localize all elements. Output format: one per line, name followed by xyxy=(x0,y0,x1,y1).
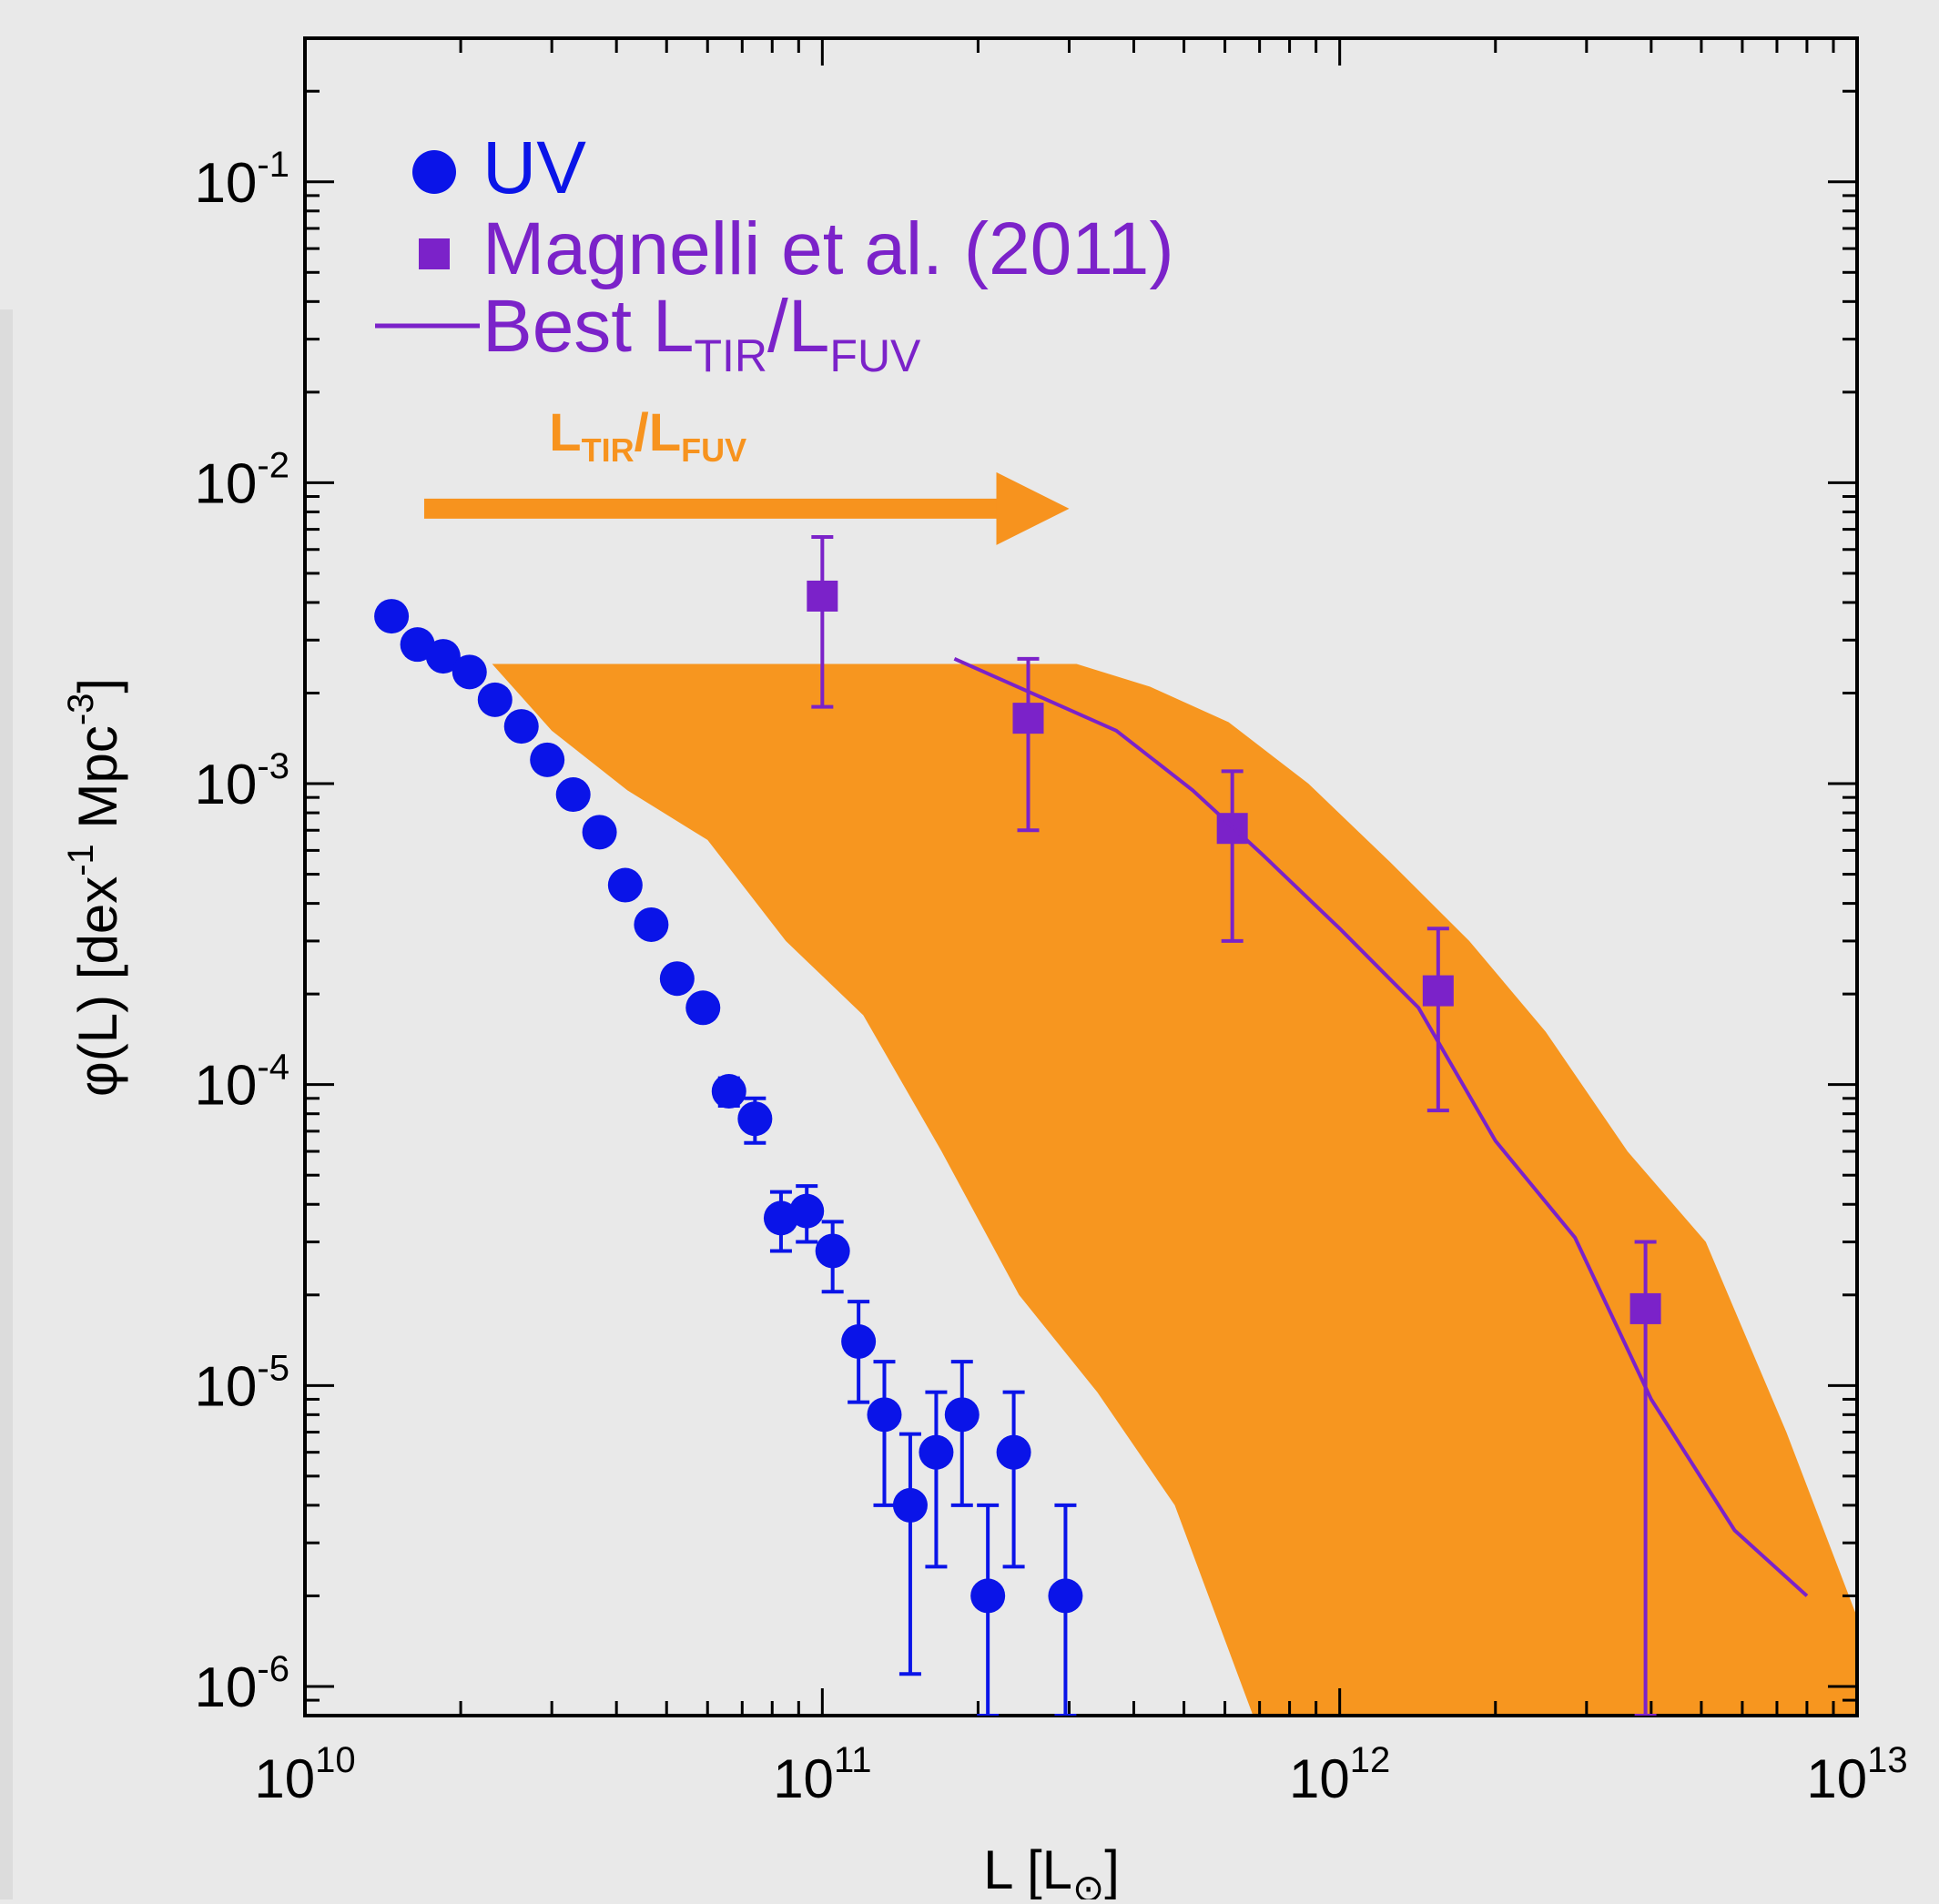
x-tick-label-exp: 11 xyxy=(834,1740,872,1780)
uv-point xyxy=(607,867,643,903)
uv-point xyxy=(737,1101,773,1137)
series-best-ltir-lfuv xyxy=(953,657,1809,1597)
y-tick-label-base: 10 xyxy=(194,452,257,515)
y-tick-label-exp: -1 xyxy=(257,145,289,185)
y-tick-label: 10-2 xyxy=(194,445,289,515)
y-tick-label-base: 10 xyxy=(194,1656,257,1719)
legend-best-sub1: TIR xyxy=(694,330,767,381)
y-tick-label-base: 10 xyxy=(194,754,257,816)
y-tick-label-exp: -5 xyxy=(257,1348,289,1388)
uv-point xyxy=(944,1397,980,1433)
x-tick-label: 1013 xyxy=(1806,1740,1907,1809)
uv-point xyxy=(582,815,617,850)
band-layer xyxy=(305,38,1857,1716)
uv-point xyxy=(530,742,565,777)
y-tick-label-base: 10 xyxy=(194,1355,257,1418)
series-uv xyxy=(374,599,1083,1716)
axes-frame xyxy=(303,36,1859,1717)
legend-best-mid: /L xyxy=(767,285,829,368)
uv-point xyxy=(659,961,695,997)
legend-best-part: Best L xyxy=(482,285,694,368)
y-tick-label-exp: -4 xyxy=(257,1048,289,1088)
y-tick-label: 10-1 xyxy=(194,145,289,215)
uv-point xyxy=(815,1233,850,1269)
uv-point xyxy=(919,1434,954,1470)
uv-point xyxy=(841,1324,877,1360)
x-tick-label-exp: 13 xyxy=(1867,1740,1908,1780)
legend-label-best: Best LTIR/LFUV xyxy=(482,285,921,381)
uv-point xyxy=(867,1397,902,1433)
uv-point xyxy=(970,1578,1006,1614)
uv-point xyxy=(425,639,461,674)
x-tick-label-exp: 10 xyxy=(315,1740,356,1780)
magnelli-point xyxy=(807,580,838,612)
uv-point xyxy=(789,1193,825,1229)
uv-point xyxy=(374,599,410,634)
legend-label-magnelli: Magnelli et al. (2011) xyxy=(482,208,1174,290)
uv-point xyxy=(685,990,721,1026)
ltir-lfuv-band xyxy=(492,663,1857,1716)
x-tick-label-base: 10 xyxy=(1289,1748,1350,1809)
best-fit-line xyxy=(953,657,1809,1597)
uv-point xyxy=(892,1487,928,1523)
y-tick-label: 10-6 xyxy=(194,1649,289,1719)
series-magnelli-et-al-2011- xyxy=(807,535,1661,1716)
series-layer xyxy=(374,535,1809,1716)
panel-edge xyxy=(0,309,13,1899)
y-axis-label: φ(L) [dex-1 Mpc-3] xyxy=(61,678,128,1097)
legend-marker-magnelli xyxy=(419,238,450,269)
x-axis-label: L [L⊙] xyxy=(983,1839,1120,1899)
y-tick-label-base: 10 xyxy=(194,1055,257,1118)
annotation-label: LTIR/LFUV xyxy=(549,403,746,469)
x-tick-label: 1010 xyxy=(254,1740,355,1809)
uv-point xyxy=(503,709,539,744)
x-tick-label: 1011 xyxy=(773,1740,871,1809)
uv-point xyxy=(996,1434,1031,1470)
annotation-arrow-head xyxy=(996,471,1070,545)
x-tick-label-base: 10 xyxy=(254,1748,315,1809)
legend-marker-uv xyxy=(412,150,456,194)
uv-point xyxy=(452,654,487,690)
annotation-label-mid: /L xyxy=(634,403,682,462)
uv-point xyxy=(634,906,669,942)
y-tick-label-exp: -6 xyxy=(257,1649,289,1689)
y-tick-label-base: 10 xyxy=(194,152,257,215)
annotation-layer: LTIR/LFUV xyxy=(423,403,1070,545)
legend-label-uv: UV xyxy=(482,127,586,209)
magnelli-point xyxy=(1629,1292,1661,1324)
legend-best-sub2: FUV xyxy=(829,330,921,381)
annotation-label-l: L xyxy=(549,403,581,462)
y-tick-label: 10-4 xyxy=(194,1048,289,1118)
x-tick-label-exp: 12 xyxy=(1350,1740,1391,1780)
annotation-label-sub1: TIR xyxy=(582,431,634,469)
annotation-label-sub2: FUV xyxy=(681,431,746,469)
x-tick-label: 1012 xyxy=(1289,1740,1390,1809)
y-tick-label-exp: -3 xyxy=(257,746,289,786)
x-tick-label-base: 10 xyxy=(773,1748,834,1809)
magnelli-point xyxy=(1012,703,1044,734)
uv-point xyxy=(477,682,513,717)
y-tick-label-exp: -2 xyxy=(257,445,289,485)
y-tick-label: 10-5 xyxy=(194,1348,289,1418)
uv-point xyxy=(711,1074,746,1109)
y-tick-label: 10-3 xyxy=(194,746,289,816)
magnelli-point xyxy=(1422,975,1454,1007)
uv-point xyxy=(555,777,591,813)
x-tick-label-base: 10 xyxy=(1806,1748,1867,1809)
uv-point xyxy=(400,627,435,663)
uv-point xyxy=(1048,1578,1083,1614)
